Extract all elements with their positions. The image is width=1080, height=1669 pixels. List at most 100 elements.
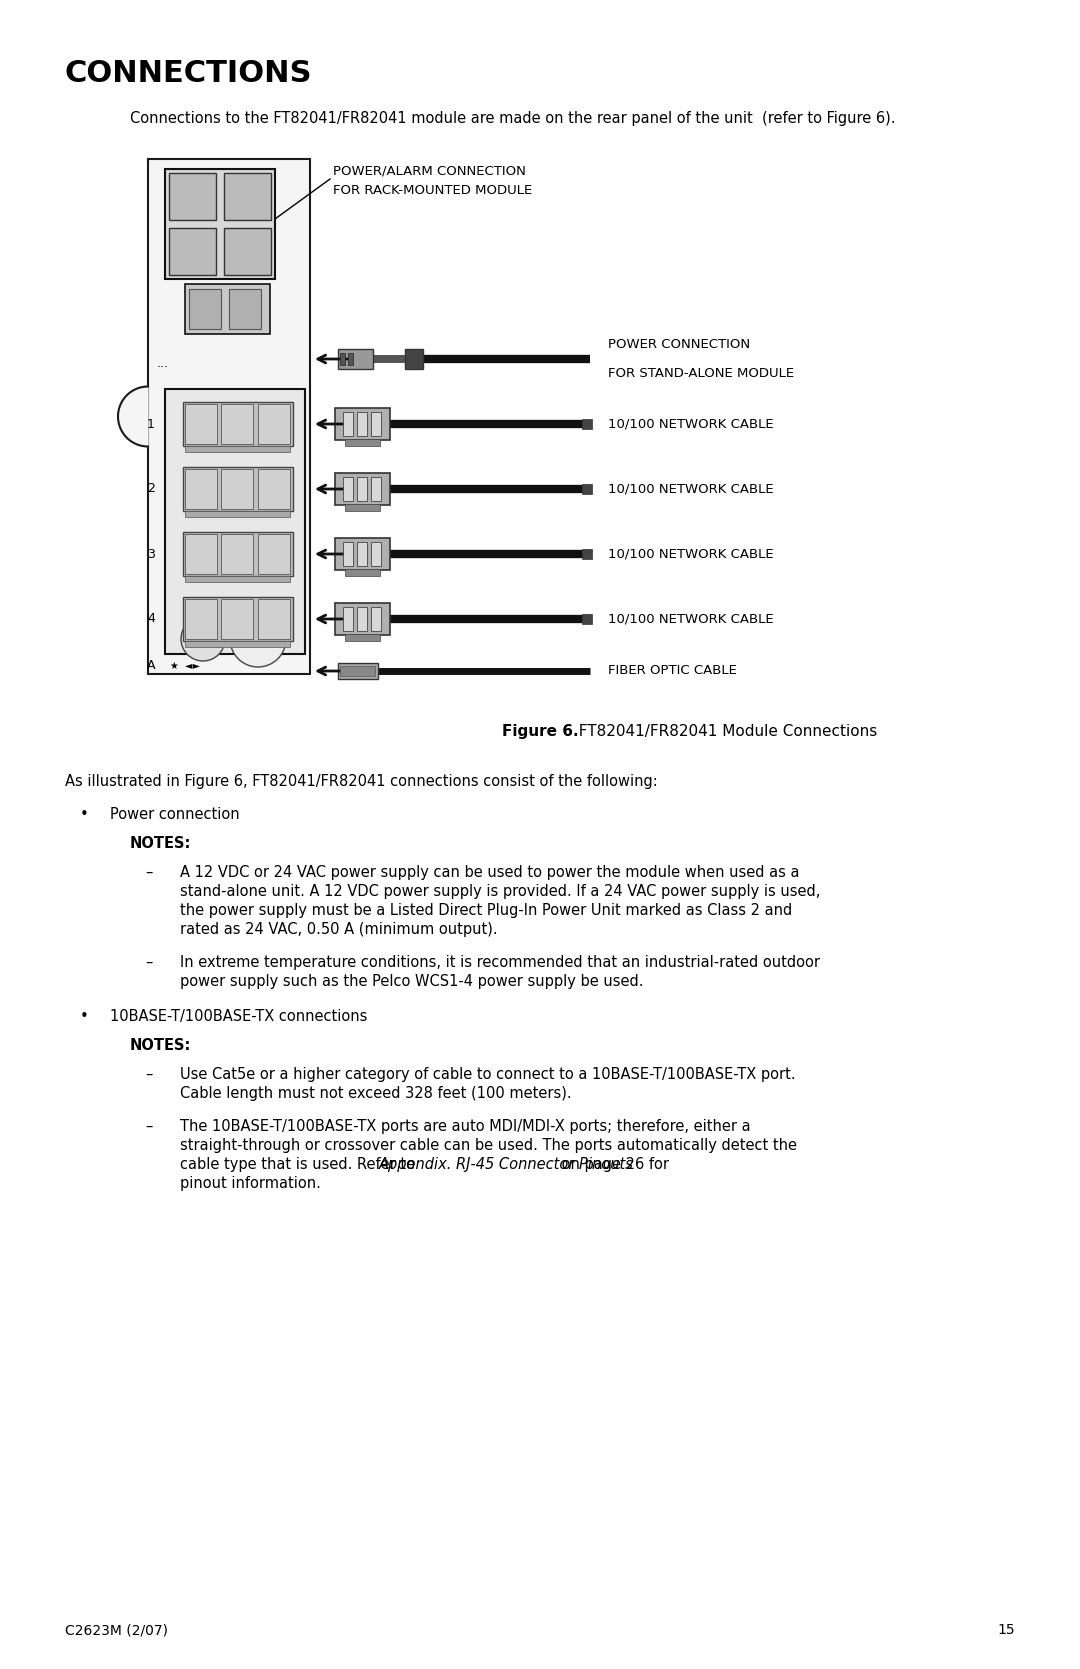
Bar: [345, 439, 380, 446]
Text: FT82041/FR82041 Module Connections: FT82041/FR82041 Module Connections: [569, 724, 877, 739]
Bar: [338, 663, 378, 679]
Bar: [343, 477, 353, 501]
Bar: [183, 402, 293, 446]
Bar: [357, 412, 367, 436]
Bar: [185, 284, 270, 334]
Bar: [338, 349, 373, 369]
Text: The 10BASE-T/100BASE-TX ports are auto MDI/MDI-X ports; therefore, either a: The 10BASE-T/100BASE-TX ports are auto M…: [180, 1118, 751, 1133]
Bar: [185, 511, 291, 517]
Bar: [258, 534, 291, 574]
Text: 1: 1: [147, 417, 156, 431]
Bar: [258, 599, 291, 639]
Text: the power supply must be a Listed Direct Plug-In Power Unit marked as Class 2 an: the power supply must be a Listed Direct…: [180, 903, 793, 918]
Bar: [165, 389, 305, 654]
Text: As illustrated in Figure 6, FT82041/FR82041 connections consist of the following: As illustrated in Figure 6, FT82041/FR82…: [65, 774, 658, 789]
Bar: [183, 598, 293, 641]
Bar: [183, 467, 293, 511]
Bar: [185, 599, 217, 639]
Bar: [340, 666, 375, 676]
Bar: [185, 446, 291, 452]
Bar: [258, 469, 291, 509]
Text: pinout information.: pinout information.: [180, 1177, 321, 1192]
Text: Power connection: Power connection: [110, 808, 240, 823]
Bar: [224, 174, 271, 220]
Bar: [345, 569, 380, 576]
Bar: [165, 169, 275, 279]
Bar: [258, 404, 291, 444]
Bar: [357, 608, 367, 631]
Text: straight-through or crossover cable can be used. The ports automatically detect : straight-through or crossover cable can …: [180, 1138, 797, 1153]
Bar: [221, 534, 253, 574]
Text: NOTES:: NOTES:: [130, 1038, 191, 1053]
Bar: [343, 608, 353, 631]
Bar: [582, 549, 592, 559]
Text: •: •: [80, 808, 89, 823]
Bar: [148, 159, 310, 674]
Text: 3: 3: [147, 547, 156, 561]
Text: 10/100 NETWORK CABLE: 10/100 NETWORK CABLE: [608, 482, 773, 496]
Bar: [335, 537, 390, 571]
Text: rated as 24 VAC, 0.50 A (minimum output).: rated as 24 VAC, 0.50 A (minimum output)…: [180, 921, 498, 936]
Bar: [345, 634, 380, 641]
Text: –: –: [145, 1066, 152, 1082]
Bar: [185, 404, 217, 444]
Text: Cable length must not exceed 328 feet (100 meters).: Cable length must not exceed 328 feet (1…: [180, 1087, 571, 1102]
Text: •: •: [80, 1010, 89, 1025]
Bar: [343, 412, 353, 436]
Text: stand-alone unit. A 12 VDC power supply is provided. If a 24 VAC power supply is: stand-alone unit. A 12 VDC power supply …: [180, 885, 821, 900]
Bar: [340, 354, 345, 366]
Text: 10/100 NETWORK CABLE: 10/100 NETWORK CABLE: [608, 613, 773, 626]
Bar: [224, 229, 271, 275]
Bar: [372, 542, 381, 566]
Bar: [221, 404, 253, 444]
Bar: [582, 419, 592, 429]
Bar: [357, 542, 367, 566]
Bar: [335, 472, 390, 506]
Text: 10BASE-T/100BASE-TX connections: 10BASE-T/100BASE-TX connections: [110, 1010, 367, 1025]
Text: A: A: [147, 659, 156, 673]
Text: Use Cat5e or a higher category of cable to connect to a 10BASE-T/100BASE-TX port: Use Cat5e or a higher category of cable …: [180, 1066, 796, 1082]
Bar: [372, 477, 381, 501]
Text: A 12 VDC or 24 VAC power supply can be used to power the module when used as a: A 12 VDC or 24 VAC power supply can be u…: [180, 865, 799, 880]
Text: –: –: [145, 865, 152, 880]
Bar: [168, 174, 216, 220]
Bar: [185, 534, 217, 574]
Text: Appendix. RJ-45 Connector Pinouts: Appendix. RJ-45 Connector Pinouts: [379, 1157, 634, 1172]
Text: FIBER OPTIC CABLE: FIBER OPTIC CABLE: [608, 664, 737, 678]
Text: ★  ◄►: ★ ◄►: [170, 661, 200, 671]
Text: 10/100 NETWORK CABLE: 10/100 NETWORK CABLE: [608, 417, 773, 431]
Bar: [345, 504, 380, 511]
Bar: [372, 412, 381, 436]
Bar: [405, 349, 423, 369]
Bar: [185, 576, 291, 582]
Text: C2623M (2/07): C2623M (2/07): [65, 1622, 168, 1637]
Text: FOR STAND-ALONE MODULE: FOR STAND-ALONE MODULE: [608, 367, 794, 381]
Text: cable type that is used. Refer to: cable type that is used. Refer to: [180, 1157, 420, 1172]
Text: POWER CONNECTION: POWER CONNECTION: [608, 339, 751, 350]
Bar: [335, 407, 390, 441]
Text: CONNECTIONS: CONNECTIONS: [65, 58, 312, 88]
Text: power supply such as the Pelco WCS1-4 power supply be used.: power supply such as the Pelco WCS1-4 po…: [180, 975, 644, 990]
Bar: [185, 641, 291, 648]
Bar: [183, 532, 293, 576]
Text: FOR RACK-MOUNTED MODULE: FOR RACK-MOUNTED MODULE: [333, 184, 532, 197]
Text: POWER/ALARM CONNECTION: POWER/ALARM CONNECTION: [333, 164, 526, 177]
Polygon shape: [118, 387, 148, 447]
Text: 10/100 NETWORK CABLE: 10/100 NETWORK CABLE: [608, 547, 773, 561]
Bar: [348, 354, 353, 366]
Bar: [343, 542, 353, 566]
Bar: [582, 484, 592, 494]
Text: ···: ···: [157, 361, 168, 374]
Bar: [221, 469, 253, 509]
Bar: [582, 614, 592, 624]
Bar: [189, 289, 221, 329]
Text: In extreme temperature conditions, it is recommended that an industrial-rated ou: In extreme temperature conditions, it is…: [180, 955, 820, 970]
Text: –: –: [145, 1118, 152, 1133]
Bar: [168, 229, 216, 275]
Bar: [357, 477, 367, 501]
Text: Connections to the FT82041/FR82041 module are made on the rear panel of the unit: Connections to the FT82041/FR82041 modul…: [130, 112, 895, 125]
Bar: [372, 608, 381, 631]
Bar: [221, 599, 253, 639]
Text: NOTES:: NOTES:: [130, 836, 191, 851]
Bar: [229, 289, 261, 329]
